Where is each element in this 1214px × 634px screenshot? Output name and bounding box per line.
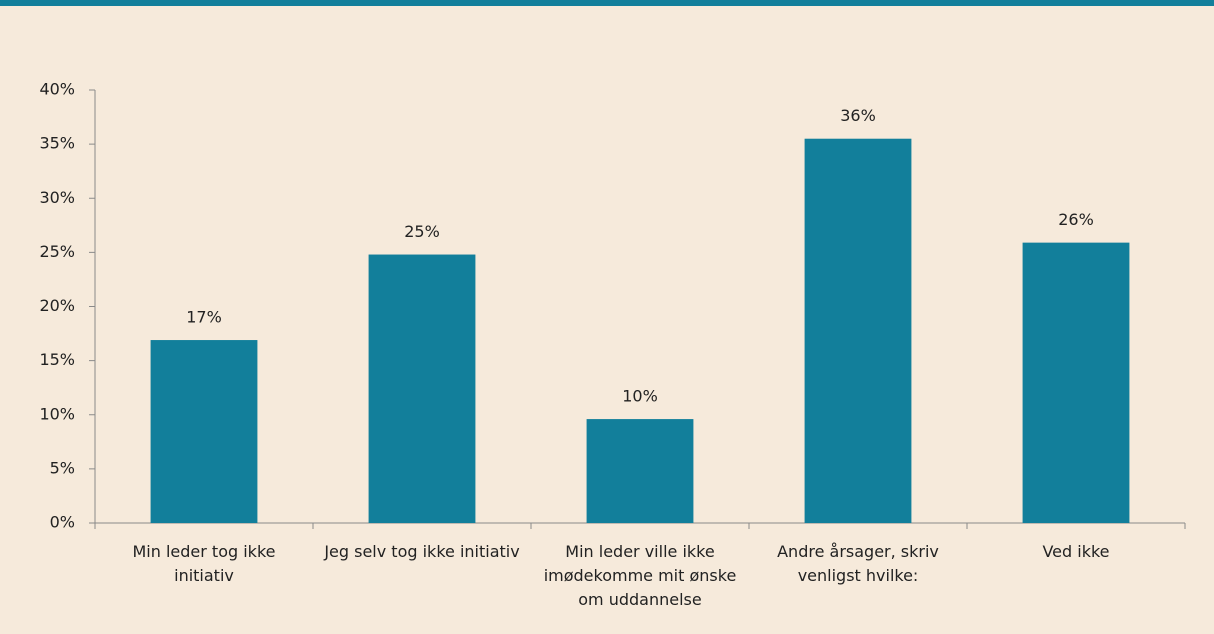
x-tick-label: Andre årsager, skriv venligst hvilke: [777,542,939,585]
bar [586,419,694,523]
x-tick-label: Min leder tog ikke initiativ [132,542,276,585]
y-tick-label: 25% [39,242,75,261]
data-label: 26% [1058,210,1094,229]
x-tick-label: Jeg selv tog ikke initiativ [324,542,520,561]
y-tick-label: 40% [39,80,75,99]
y-tick-label: 0% [50,513,75,532]
data-label: 17% [186,308,222,327]
y-tick-label: 20% [39,296,75,315]
y-tick-label: 30% [39,188,75,207]
x-tick-label: Ved ikke [1042,542,1110,561]
bar [368,254,476,524]
data-label: 36% [840,106,876,125]
y-tick-label: 35% [39,134,75,153]
x-tick-label: Min leder ville ikke imødekomme mit ønsk… [543,542,737,609]
y-tick-label: 15% [39,350,75,369]
bar [150,340,258,523]
bar [804,138,912,523]
data-label: 10% [622,387,658,406]
data-label: 25% [404,222,440,241]
bar [1022,242,1130,523]
y-tick-label: 5% [50,458,75,477]
y-tick-label: 10% [39,404,75,423]
top-bar [0,0,1214,6]
